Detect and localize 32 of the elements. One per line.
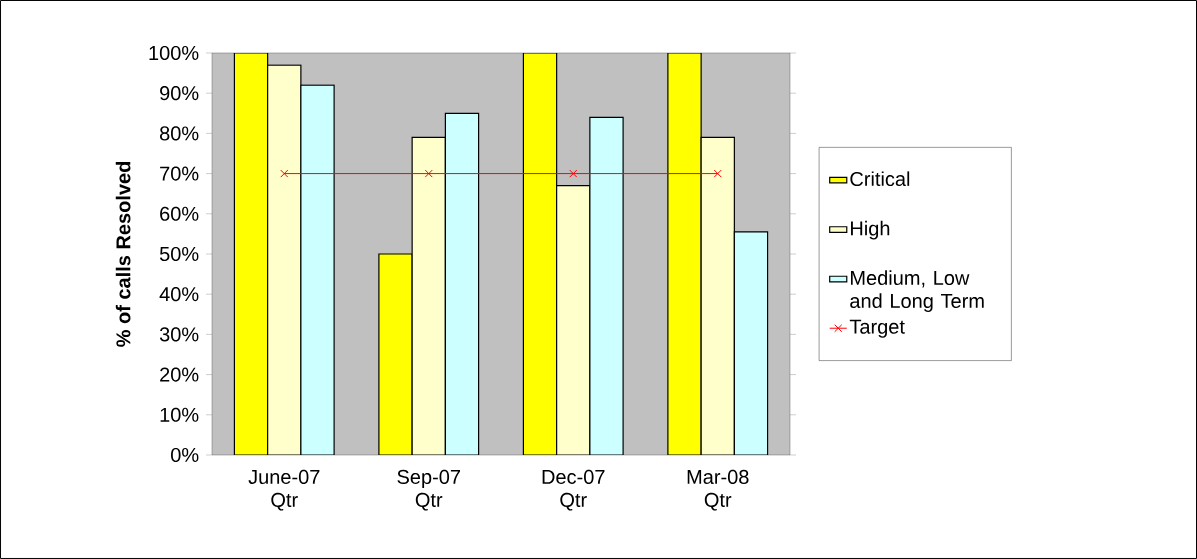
y-tick-label: 20% [160,367,199,382]
y-tick-label: 0% [171,447,199,463]
y-axis-title: % of calls Resolved [115,161,131,347]
bar [523,52,557,455]
bar [556,185,590,455]
x-tick-label: Sep-07 Qtr [397,469,460,511]
y-tick-label: 70% [160,166,199,181]
y-tick-label: 30% [159,327,199,342]
legend-label: High [851,220,890,240]
bar [412,137,446,455]
bar [300,85,335,455]
x-tick-label: June-07 Qtr [248,469,320,511]
x-tick-label: Mar-08 Qtr [687,469,749,511]
y-tick-label: 90% [160,86,199,101]
bar [445,113,479,455]
legend-label: Target [849,319,905,338]
bar [234,52,268,455]
bar [733,231,769,455]
y-tick-label: 40% [159,287,199,302]
bar [589,117,624,455]
legend-label: Medium, Low and Long Term [850,270,984,312]
y-tick-label: 100% [149,45,199,61]
bar [700,136,735,455]
y-tick-label: 60% [160,206,199,221]
y-tick-label: 10% [160,407,199,422]
bar [378,253,413,455]
bar [667,52,702,455]
y-tick-label: 50% [159,246,199,262]
y-tick-label: 80% [159,126,199,141]
legend-label: Critical [850,171,910,187]
x-tick-label: Dec-07 Qtr [542,469,605,511]
bar [267,65,301,455]
